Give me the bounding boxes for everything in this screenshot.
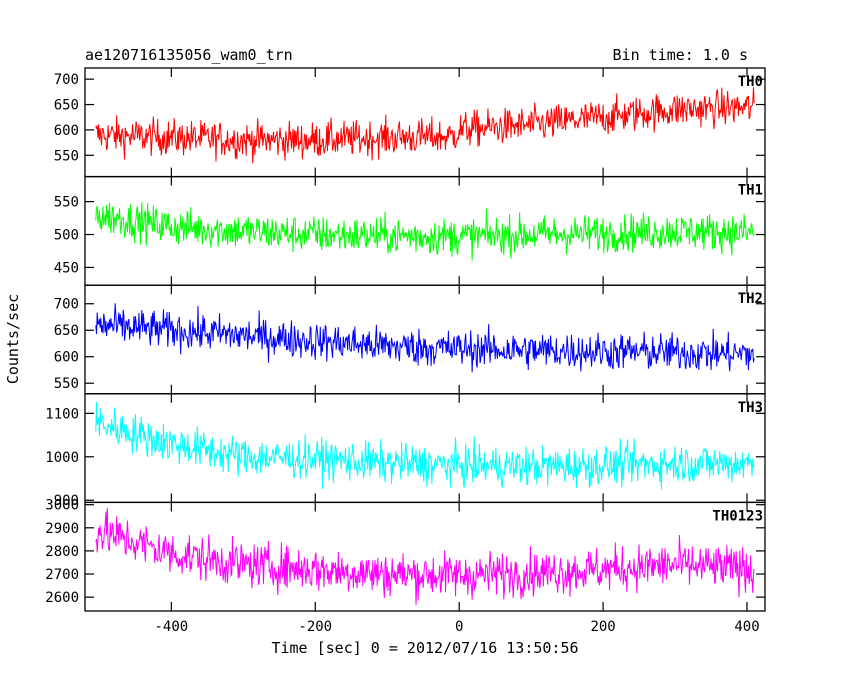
y-tick-label: 500 xyxy=(54,228,79,244)
panel-label: TH1 xyxy=(738,183,763,199)
panels-group: TH0 550 600 650 700 TH1 450 500 550 TH2 550 600 650 7… xyxy=(45,67,766,612)
panel-th3: TH3 900 1000 1100 xyxy=(45,393,766,509)
panel-frame xyxy=(84,501,766,612)
chart-title: ae120716135056_wam0_trn xyxy=(85,46,293,64)
y-tick-label: 550 xyxy=(54,195,79,211)
x-tick-label: -400 xyxy=(154,619,188,635)
y-tick-label: 700 xyxy=(54,72,79,88)
y-tick-label: 900 xyxy=(54,493,79,509)
y-tick-label: 700 xyxy=(54,297,79,313)
y-tick-label: 600 xyxy=(54,350,79,366)
x-tick-label: 0 xyxy=(455,619,463,635)
y-tick-label: 550 xyxy=(54,376,79,392)
y-axis-label: Counts/sec xyxy=(4,294,22,384)
x-axis-ticks: -400 -200 0 200 400 xyxy=(154,619,759,635)
x-tick-label: 400 xyxy=(734,619,759,635)
panel-th1: TH1 450 500 550 xyxy=(54,175,766,286)
series-line-th2 xyxy=(95,303,755,373)
y-tick-label: 2700 xyxy=(45,567,79,583)
y-tick-label: 2600 xyxy=(45,590,79,606)
panel-label: TH3 xyxy=(738,400,763,416)
panel-th2: TH2 550 600 650 700 xyxy=(54,284,766,395)
y-tick-label: 2900 xyxy=(45,521,79,537)
series-line-th0 xyxy=(95,87,755,164)
bin-time-label: Bin time: 1.0 s xyxy=(613,46,748,64)
panel-th0123: TH0123 2600 2700 2800 2900 3000 xyxy=(45,498,766,612)
y-tick-label: 1000 xyxy=(45,450,79,466)
y-tick-label: 600 xyxy=(54,123,79,139)
panel-th0: TH0 550 600 650 700 xyxy=(54,67,766,178)
x-tick-label: 200 xyxy=(590,619,615,635)
panel-frame xyxy=(84,67,766,178)
y-tick-label: 650 xyxy=(54,98,79,114)
panel-label: TH0123 xyxy=(712,508,763,524)
y-tick-label: 1100 xyxy=(45,406,79,422)
series-line-th0123 xyxy=(95,507,755,605)
x-axis-label: Time [sec] 0 = 2012/07/16 13:50:56 xyxy=(271,639,578,657)
panel-label: TH0 xyxy=(738,74,763,90)
series-line-th3 xyxy=(95,402,755,490)
y-tick-label: 450 xyxy=(54,260,79,276)
series-line-th1 xyxy=(95,202,755,261)
y-tick-label: 550 xyxy=(54,148,79,164)
y-tick-label: 650 xyxy=(54,323,79,339)
panel-label: TH2 xyxy=(738,291,763,307)
y-tick-label: 3000 xyxy=(45,498,79,514)
y-tick-label: 2800 xyxy=(45,544,79,560)
x-tick-label: -200 xyxy=(298,619,332,635)
